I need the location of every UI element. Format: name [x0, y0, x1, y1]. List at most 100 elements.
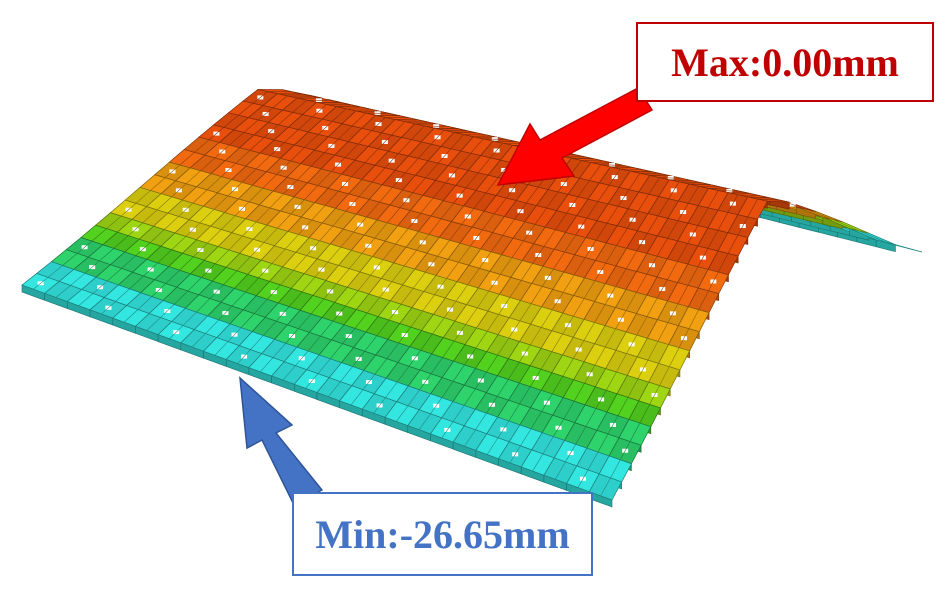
- cell-rib: [514, 202, 527, 220]
- cell-rib: [241, 168, 257, 183]
- cell-rib: [238, 103, 254, 116]
- cell-rib: [639, 404, 650, 424]
- cell-rib: [445, 167, 459, 184]
- cell-rib: [707, 230, 719, 249]
- cell-rib: [555, 461, 566, 480]
- cell-rib: [526, 186, 539, 204]
- cell-rib: [47, 265, 63, 278]
- min-arrow-icon: [239, 376, 324, 507]
- cell-rib: [283, 179, 298, 195]
- cell-rib: [551, 333, 563, 352]
- cell-rib: [553, 418, 564, 437]
- cell-rib: [497, 337, 510, 356]
- cell-rib: [178, 202, 193, 217]
- cell-rib: [173, 290, 189, 305]
- cell-rib: [475, 413, 487, 431]
- cell-rib: [364, 148, 379, 163]
- cell-rib: [101, 301, 116, 315]
- cell-rib: [156, 196, 172, 211]
- cell-rib: [470, 138, 484, 154]
- cell-rib: [636, 316, 648, 336]
- cell-rib: [646, 256, 658, 275]
- cell-rib: [234, 201, 250, 216]
- cell-rib: [562, 316, 574, 335]
- cell-rib: [656, 238, 668, 257]
- cell-rib: [207, 229, 222, 244]
- cell-rib: [679, 181, 702, 184]
- cell-rib: [240, 313, 255, 328]
- cell-rib: [399, 192, 413, 208]
- cell-rib: [463, 134, 487, 136]
- cell-rib: [497, 379, 509, 397]
- cell-rib: [519, 386, 531, 405]
- cell-rib: [276, 306, 290, 322]
- cell-rib: [278, 112, 293, 126]
- cell-rib: [236, 256, 251, 272]
- cell-rib: [99, 248, 115, 262]
- cell-rib: [115, 288, 130, 302]
- cell-rib: [669, 347, 680, 367]
- cell-rib: [508, 403, 520, 422]
- cell-rib: [727, 194, 739, 213]
- cell-rib: [604, 328, 616, 348]
- cell-rib: [340, 231, 354, 248]
- cell-rib: [832, 219, 860, 232]
- cell-rib: [221, 163, 236, 177]
- cell-rib: [263, 124, 279, 138]
- min-displacement-label: Min:-26.65mm: [292, 492, 593, 576]
- cell-rib: [646, 298, 658, 317]
- cell-rib: [657, 322, 669, 342]
- cell-rib: [263, 228, 278, 243]
- cell-rib: [747, 198, 758, 218]
- cell-rib: [214, 249, 230, 265]
- cell-rib: [519, 303, 532, 322]
- cell-rib: [357, 275, 371, 291]
- cell-rib: [376, 319, 390, 336]
- cell-rib: [473, 192, 487, 209]
- cell-rib: [292, 99, 308, 113]
- cell-rib: [416, 234, 430, 251]
- cell-rib: [688, 186, 699, 204]
- cell-rib: [605, 371, 617, 391]
- cell-rib: [317, 171, 332, 186]
- cell-rib: [403, 250, 417, 267]
- cell-rib: [727, 234, 739, 254]
- cell-rib: [171, 183, 187, 198]
- cell-rib: [432, 317, 445, 335]
- cell-rib: [530, 286, 543, 304]
- cell-rib: [419, 373, 432, 391]
- cell-rib: [311, 205, 326, 221]
- cell-rib: [160, 304, 175, 318]
- cell-rib: [396, 366, 410, 383]
- cell-rib: [639, 172, 663, 175]
- cell-rib: [285, 328, 299, 344]
- cell-rib: [553, 251, 565, 270]
- cell-rib: [450, 134, 464, 149]
- cell-rib: [395, 228, 409, 245]
- cell-rib: [428, 218, 442, 235]
- cell-rib: [432, 182, 446, 199]
- cell-rib: [551, 292, 564, 311]
- cell-rib: [208, 127, 224, 141]
- cell-rib: [151, 283, 166, 297]
- cell-rib: [298, 219, 313, 235]
- cell-rib: [398, 139, 412, 154]
- cell-rib: [577, 180, 590, 197]
- cell-rib: [587, 451, 599, 471]
- cell-rib: [388, 304, 402, 321]
- mesh-cell: [543, 457, 578, 491]
- cell-rib: [351, 162, 366, 178]
- cell-rib: [687, 266, 699, 286]
- cell-rib: [129, 275, 144, 290]
- cell-rib: [420, 197, 434, 214]
- cell-rib: [295, 350, 309, 366]
- cell-rib: [252, 91, 268, 104]
- cell-rib: [379, 281, 393, 298]
- cell-rib: [379, 187, 393, 203]
- cell-rib: [589, 164, 601, 181]
- cell-rib: [449, 224, 462, 241]
- cell-rib: [583, 322, 595, 341]
- cell-rib: [70, 273, 86, 286]
- cell-rib: [488, 274, 501, 292]
- cell-rib: [659, 366, 670, 386]
